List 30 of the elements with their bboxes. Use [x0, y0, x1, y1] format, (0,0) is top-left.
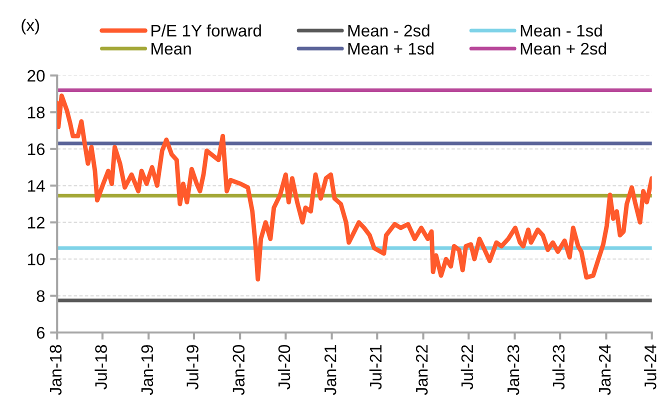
legend-label: P/E 1Y forward [152, 24, 261, 37]
x-tick-label: Jan-18 [50, 345, 62, 396]
legend-label: Mean + 1sd [348, 42, 434, 55]
x-tick-label: Jan-19 [141, 345, 154, 396]
y-tick-label: 14 [28, 180, 45, 192]
x-tick-label: Jul-20 [278, 344, 290, 390]
legend-label: Mean - 1sd [520, 24, 602, 37]
y-axis-title: (x) [22, 18, 40, 34]
y-tick-label: 10 [28, 253, 45, 266]
x-tick-label: Jan-20 [232, 344, 245, 396]
x-tick-label: Jul-19 [186, 345, 198, 390]
legend-label: Mean + 2sd [520, 42, 606, 55]
y-tick-label: 6 [36, 326, 45, 339]
legend-label: Mean [152, 42, 191, 55]
x-tick-label: Jan-21 [324, 345, 336, 396]
x-tick-label: Jul-18 [94, 345, 107, 390]
x-tick-label: Jul-21 [369, 345, 382, 390]
y-tick-label: 20 [28, 70, 45, 82]
x-tick-label: Jan-24 [598, 344, 611, 396]
y-tick-label: 16 [28, 143, 45, 156]
line-series [57, 93, 652, 282]
x-tick-label: Jul-22 [460, 345, 474, 390]
x-tick-label: Jul-24 [644, 344, 656, 390]
y-tick-label: 8 [36, 290, 45, 302]
y-tick-label: 18 [28, 106, 45, 118]
x-tick-label: Jul-23 [552, 345, 565, 390]
x-tick-label: Jan-23 [507, 345, 520, 396]
x-tick-label: Jan-22 [416, 345, 428, 396]
y-tick-label: 12 [28, 216, 44, 228]
legend-label: Mean - 2sd [348, 24, 430, 37]
